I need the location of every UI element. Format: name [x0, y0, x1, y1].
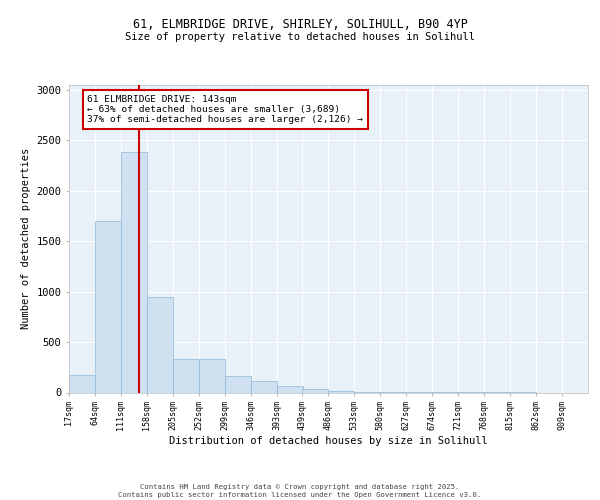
- Text: Size of property relative to detached houses in Solihull: Size of property relative to detached ho…: [125, 32, 475, 42]
- Text: Contains HM Land Registry data © Crown copyright and database right 2025.
Contai: Contains HM Land Registry data © Crown c…: [118, 484, 482, 498]
- Text: 61 ELMBRIDGE DRIVE: 143sqm
← 63% of detached houses are smaller (3,689)
37% of s: 61 ELMBRIDGE DRIVE: 143sqm ← 63% of deta…: [87, 94, 363, 124]
- X-axis label: Distribution of detached houses by size in Solihull: Distribution of detached houses by size …: [169, 436, 488, 446]
- Bar: [277, 386, 303, 392]
- Bar: [69, 376, 95, 392]
- Bar: [95, 221, 121, 392]
- Bar: [199, 359, 225, 392]
- Bar: [147, 296, 173, 392]
- Bar: [251, 382, 277, 392]
- Bar: [225, 376, 251, 392]
- Bar: [302, 390, 328, 392]
- Bar: [173, 359, 199, 392]
- Text: 61, ELMBRIDGE DRIVE, SHIRLEY, SOLIHULL, B90 4YP: 61, ELMBRIDGE DRIVE, SHIRLEY, SOLIHULL, …: [133, 18, 467, 30]
- Bar: [121, 152, 147, 392]
- Y-axis label: Number of detached properties: Number of detached properties: [21, 148, 31, 330]
